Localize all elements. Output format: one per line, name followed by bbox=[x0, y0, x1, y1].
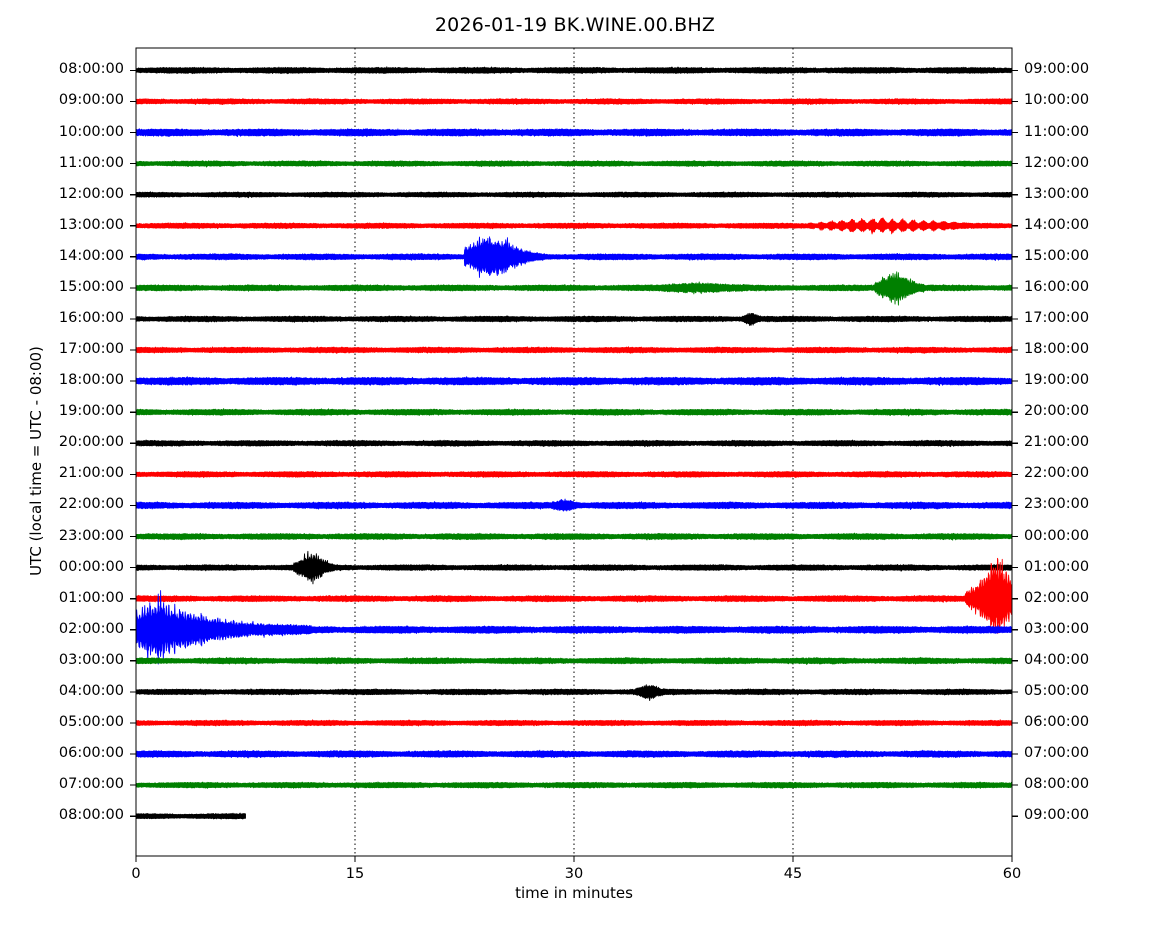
y-tick-label-right: 00:00:00 bbox=[1024, 527, 1090, 544]
y-tick-label-left: 01:00:00 bbox=[58, 589, 124, 606]
y-tick-label-left: 04:00:00 bbox=[58, 682, 124, 699]
y-tick-label-right: 15:00:00 bbox=[1024, 247, 1090, 264]
y-tick-label-left: 10:00:00 bbox=[58, 123, 124, 140]
trace-row-070000 bbox=[135, 781, 1013, 789]
y-tick-label-left: 05:00:00 bbox=[58, 713, 124, 730]
x-tick-label: 30 bbox=[564, 866, 584, 882]
y-tick-label-right: 21:00:00 bbox=[1024, 434, 1090, 451]
y-tick-label-left: 19:00:00 bbox=[58, 403, 124, 420]
y-tick-label-right: 10:00:00 bbox=[1024, 92, 1090, 109]
y-tick-label-left: 13:00:00 bbox=[58, 216, 124, 233]
y-tick-label-right: 12:00:00 bbox=[1024, 154, 1090, 171]
x-axis-label: time in minutes bbox=[515, 884, 633, 902]
y-tick-label-left: 07:00:00 bbox=[58, 776, 124, 793]
y-tick-label-left: 21:00:00 bbox=[58, 465, 124, 482]
y-tick-label-right: 13:00:00 bbox=[1024, 185, 1090, 202]
y-tick-label-right: 14:00:00 bbox=[1024, 216, 1090, 233]
y-tick-label-left: 22:00:00 bbox=[58, 496, 124, 513]
trace-row-200000 bbox=[135, 439, 1013, 448]
axis-ticks bbox=[130, 69, 1018, 862]
trace-row-180000 bbox=[135, 376, 1013, 386]
trace-row-080000 bbox=[135, 66, 1013, 75]
y-tick-label-right: 22:00:00 bbox=[1024, 465, 1090, 482]
y-tick-label-left: 20:00:00 bbox=[58, 434, 124, 451]
y-tick-label-left: 14:00:00 bbox=[58, 247, 124, 264]
y-tick-label-left: 08:00:00 bbox=[58, 807, 124, 824]
trace-row-120000 bbox=[135, 191, 1013, 199]
x-tick-label: 60 bbox=[1002, 866, 1022, 882]
y-tick-label-right: 01:00:00 bbox=[1024, 558, 1090, 575]
x-tick-label: 15 bbox=[345, 866, 365, 882]
y-tick-label-right: 05:00:00 bbox=[1024, 682, 1090, 699]
y-tick-label-left: 15:00:00 bbox=[58, 278, 124, 295]
y-tick-label-right: 07:00:00 bbox=[1024, 745, 1090, 762]
trace-row-060000 bbox=[135, 749, 1013, 759]
y-tick-label-left: 11:00:00 bbox=[58, 154, 124, 171]
y-tick-label-left: 12:00:00 bbox=[58, 185, 124, 202]
seismic-traces bbox=[135, 66, 1013, 820]
y-tick-label-left: 03:00:00 bbox=[58, 651, 124, 668]
x-tick-label: 45 bbox=[783, 866, 803, 882]
grid-lines bbox=[354, 48, 794, 856]
trace-row-090000 bbox=[135, 97, 1013, 106]
x-tick-label: 0 bbox=[131, 866, 141, 882]
trace-row-110000 bbox=[135, 160, 1013, 168]
y-tick-label-right: 02:00:00 bbox=[1024, 589, 1090, 606]
plot-title: 2026-01-19 BK.WINE.00.BHZ bbox=[434, 14, 716, 36]
trace-row-210000 bbox=[135, 470, 1013, 479]
y-tick-label-left: 16:00:00 bbox=[58, 309, 124, 326]
y-tick-label-left: 02:00:00 bbox=[58, 620, 124, 637]
y-tick-label-left: 23:00:00 bbox=[58, 527, 124, 544]
trace-row-100000 bbox=[135, 128, 1013, 138]
y-tick-label-right: 08:00:00 bbox=[1024, 776, 1090, 793]
y-tick-label-right: 09:00:00 bbox=[1024, 807, 1090, 824]
y-tick-label-right: 04:00:00 bbox=[1024, 651, 1090, 668]
y-tick-label-right: 19:00:00 bbox=[1024, 372, 1090, 389]
y-tick-label-right: 16:00:00 bbox=[1024, 278, 1090, 295]
y-tick-label-right: 09:00:00 bbox=[1024, 61, 1090, 78]
y-tick-label-right: 03:00:00 bbox=[1024, 620, 1090, 637]
trace-row-050000 bbox=[135, 719, 1013, 727]
y-tick-label-right: 11:00:00 bbox=[1024, 123, 1090, 140]
y-tick-label-right: 18:00:00 bbox=[1024, 341, 1090, 358]
y-tick-label-left: 00:00:00 bbox=[58, 558, 124, 575]
y-tick-label-left: 08:00:00 bbox=[58, 61, 124, 78]
y-tick-label-left: 09:00:00 bbox=[58, 92, 124, 109]
trace-row-170000 bbox=[135, 346, 1013, 354]
y-tick-label-right: 23:00:00 bbox=[1024, 496, 1090, 513]
y-tick-label-right: 17:00:00 bbox=[1024, 309, 1090, 326]
y-tick-label-left: 17:00:00 bbox=[58, 341, 124, 358]
y-tick-label-left: 06:00:00 bbox=[58, 745, 124, 762]
trace-row-230000 bbox=[135, 532, 1013, 541]
y-tick-label-right: 06:00:00 bbox=[1024, 713, 1090, 730]
y-tick-label-right: 20:00:00 bbox=[1024, 403, 1090, 420]
trace-row-080000 bbox=[135, 812, 246, 820]
y-tick-label-left: 18:00:00 bbox=[58, 372, 124, 389]
